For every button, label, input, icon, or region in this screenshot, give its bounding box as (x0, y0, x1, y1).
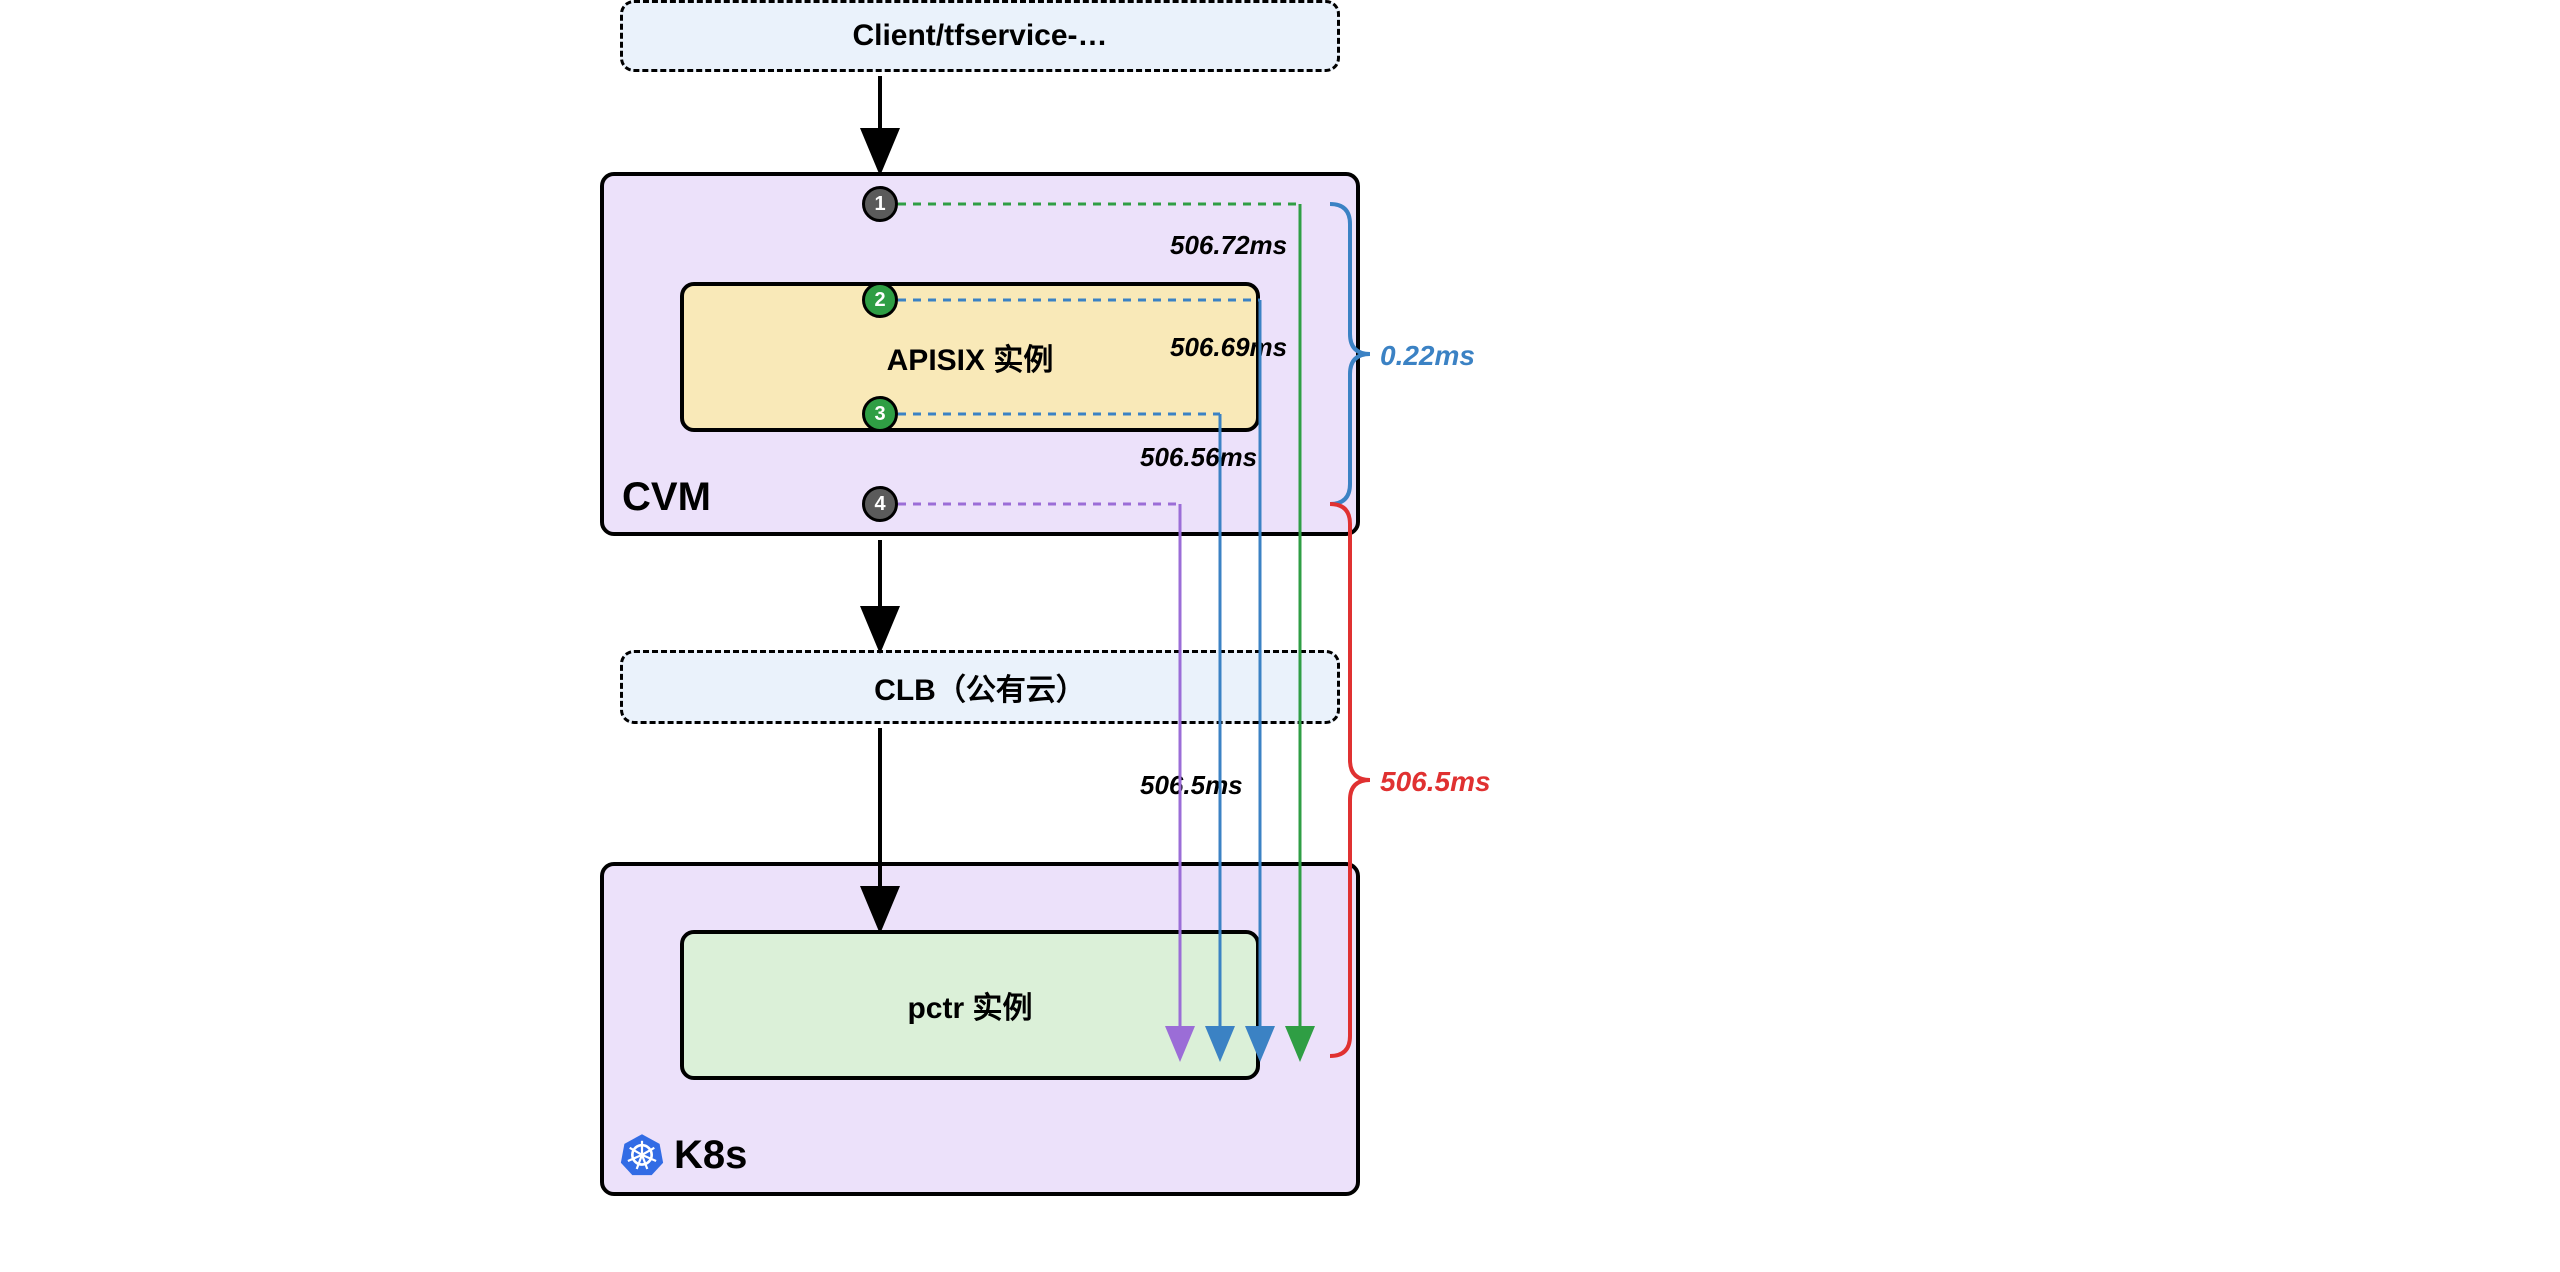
architecture-diagram: Client/tfservice-… CVM APISIX 实例 CLB（公有云… (480, 0, 2080, 1272)
timing-2: 506.69ms (1170, 332, 1287, 363)
brace-bottom-label: 506.5ms (1380, 766, 1491, 798)
brace-top-label: 0.22ms (1380, 340, 1475, 372)
pctr-node: pctr 实例 (680, 930, 1260, 1080)
timing-1: 506.72ms (1170, 230, 1287, 261)
pctr-label: pctr 实例 (907, 983, 1032, 1027)
timing-3: 506.56ms (1140, 442, 1257, 473)
marker-3: 3 (862, 396, 898, 432)
marker-4: 4 (862, 486, 898, 522)
clb-node: CLB（公有云） (620, 650, 1340, 724)
marker-2: 2 (862, 282, 898, 318)
client-node: Client/tfservice-… (620, 0, 1340, 72)
clb-label: CLB（公有云） (874, 665, 1086, 709)
cvm-label: CVM (622, 475, 711, 520)
kubernetes-icon (620, 1132, 664, 1176)
apisix-label: APISIX 实例 (887, 335, 1054, 379)
k8s-label: K8s (674, 1133, 747, 1178)
client-label: Client/tfservice-… (852, 19, 1107, 53)
marker-1: 1 (862, 186, 898, 222)
timing-4: 506.5ms (1140, 770, 1243, 801)
